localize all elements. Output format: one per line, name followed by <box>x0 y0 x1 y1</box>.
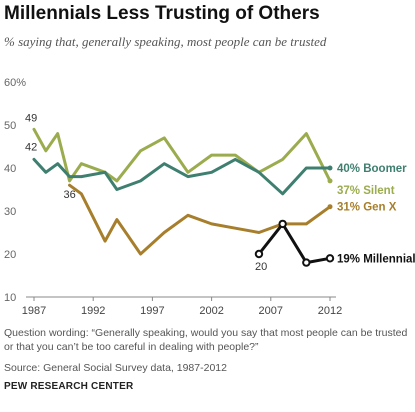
data-point <box>254 249 264 259</box>
data-point <box>325 254 335 263</box>
y-tick-label: 50 <box>4 120 16 132</box>
y-tick-label: 60% <box>4 77 26 89</box>
y-tick-label: 30 <box>4 206 16 218</box>
data-point <box>327 165 333 171</box>
data-point <box>302 258 311 267</box>
series-label-millennial: 19% Millennial <box>337 253 415 265</box>
series-line-gen-x <box>68 183 332 256</box>
x-tick-label: 1992 <box>81 305 105 317</box>
series-label-gen-x: 31% Gen X <box>337 202 397 214</box>
series-line-millennial <box>257 222 332 265</box>
data-label: 49 <box>25 112 37 124</box>
series-label-silent: 37% Silent <box>337 185 395 197</box>
data-point <box>278 219 287 229</box>
x-tick-label: 2012 <box>318 305 342 317</box>
chart-subtitle: % saying that, generally speaking, most … <box>4 34 327 49</box>
data-label: 36 <box>64 189 76 201</box>
series-line-boomer <box>32 157 332 196</box>
y-tick-label: 40 <box>4 163 16 175</box>
data-point <box>327 178 333 184</box>
line-chart: 10 20 30 40 50 60% 1987 1992 1997 2002 2007 2012 37%… <box>4 77 415 317</box>
y-tick-label: 20 <box>4 249 16 261</box>
x-tick-label: 2002 <box>199 305 223 317</box>
pew-logo-text: PEW RESEARCH CENTER <box>4 381 134 392</box>
y-tick-label: 10 <box>4 292 16 304</box>
data-label: 20 <box>255 261 267 273</box>
chart-title: Millennials Less Trusting of Others <box>4 3 320 24</box>
question-wording-note: Question wording: “Generally speaking, w… <box>4 327 408 353</box>
data-point <box>327 204 333 210</box>
x-tick-label: 2007 <box>259 305 283 317</box>
x-tick-label: 1987 <box>22 305 46 317</box>
series-line-silent <box>32 127 332 183</box>
x-tick-label: 1997 <box>140 305 164 317</box>
data-label: 42 <box>25 141 37 153</box>
series-label-boomer: 40% Boomer <box>337 163 407 175</box>
source-note: Source: General Social Survey data, 1987… <box>4 362 227 374</box>
